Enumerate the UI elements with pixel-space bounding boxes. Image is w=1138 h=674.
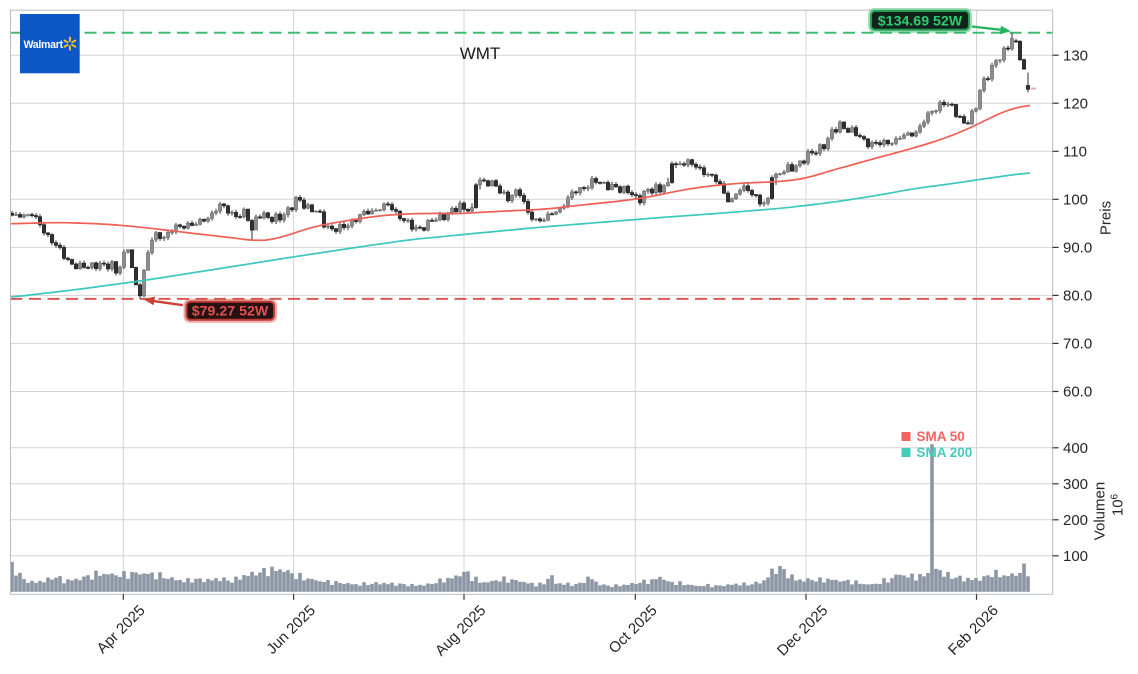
svg-text:$134.69 52W: $134.69 52W: [878, 13, 963, 29]
svg-text:WMT: WMT: [460, 44, 501, 63]
svg-text:100: 100: [1063, 192, 1088, 209]
svg-text:400: 400: [1063, 440, 1088, 457]
svg-text:80.0: 80.0: [1063, 288, 1092, 305]
svg-text:$79.27 52W: $79.27 52W: [192, 304, 269, 320]
svg-text:90.0: 90.0: [1063, 240, 1092, 257]
svg-text:130: 130: [1063, 47, 1088, 64]
svg-text:Walmart: Walmart: [24, 39, 64, 51]
svg-text:SMA 50: SMA 50: [917, 429, 965, 444]
svg-text:200: 200: [1063, 512, 1088, 529]
svg-text:300: 300: [1063, 476, 1088, 493]
svg-text:100: 100: [1063, 548, 1088, 565]
svg-text:70.0: 70.0: [1063, 336, 1092, 353]
svg-text:SMA 200: SMA 200: [917, 445, 973, 460]
svg-text:Preis: Preis: [1098, 201, 1115, 235]
svg-text:110: 110: [1063, 144, 1087, 161]
svg-text:120: 120: [1063, 95, 1088, 112]
svg-text:60.0: 60.0: [1063, 384, 1092, 401]
svg-text:Volumen: Volumen: [1092, 482, 1109, 540]
